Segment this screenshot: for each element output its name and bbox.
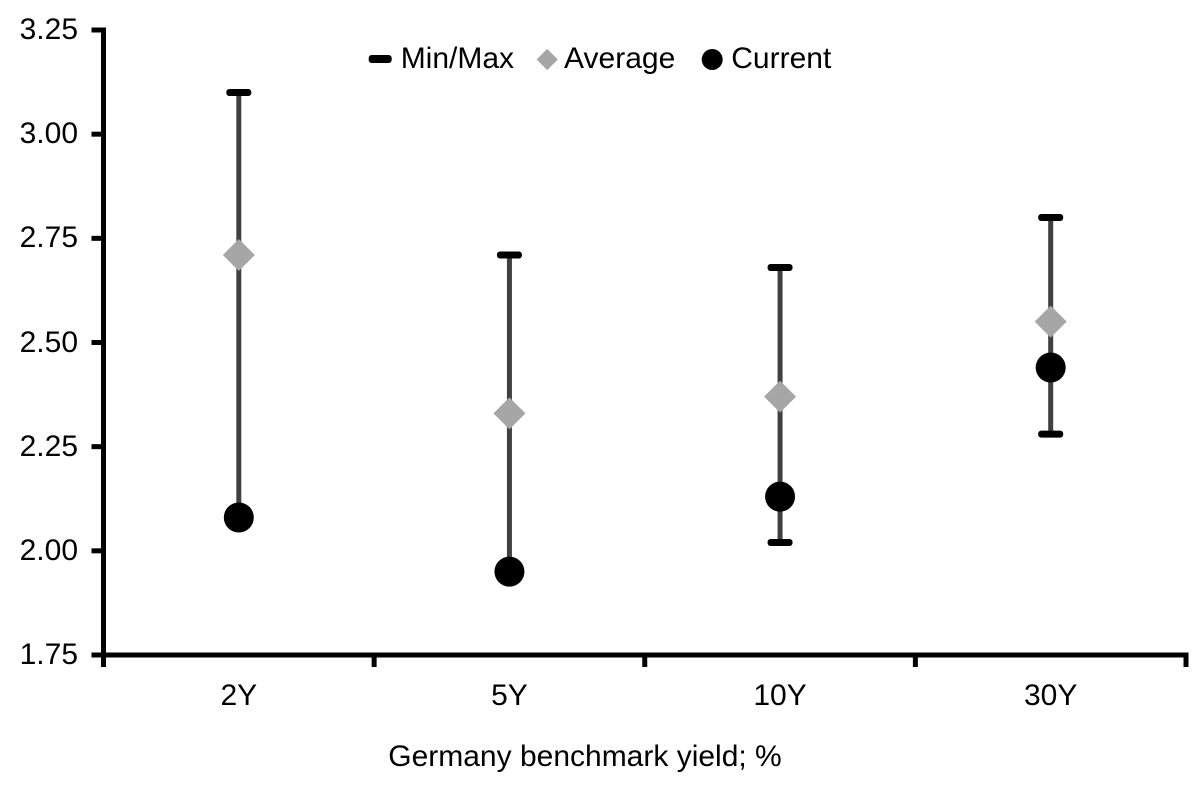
average-diamond-icon <box>536 48 559 70</box>
current-marker-2Y <box>223 502 254 533</box>
min-cap-30Y <box>1038 430 1064 438</box>
max-cap-10Y <box>767 264 793 271</box>
legend-item-current: Current <box>701 41 831 77</box>
x-tick-label-10Y: 10Y <box>753 679 807 712</box>
average-marker-2Y <box>222 239 255 271</box>
average-marker-5Y <box>493 397 526 430</box>
average-marker-30Y <box>1034 305 1067 338</box>
x-tick-label-2Y: 2Y <box>220 679 258 712</box>
y-tick-label-3.25: 3.25 <box>19 13 78 46</box>
x-tick-label-5Y: 5Y <box>491 679 528 712</box>
y-tick-label-2.50: 2.50 <box>19 325 78 359</box>
current-marker-10Y <box>765 481 796 512</box>
y-tick-label-2.25: 2.25 <box>19 429 78 463</box>
y-tick-label-2.75: 2.75 <box>19 221 78 255</box>
x-tick-label-30Y: 30Y <box>1023 679 1078 712</box>
min-cap-10Y <box>767 539 793 546</box>
legend-label-average: Average <box>564 42 676 75</box>
current-marker-30Y <box>1035 352 1066 383</box>
current-marker-5Y <box>494 556 525 587</box>
y-tick-label-1.75: 1.75 <box>19 638 78 671</box>
legend-item-average: Average <box>536 41 676 77</box>
max-cap-30Y <box>1038 214 1064 221</box>
legend-label-current: Current <box>731 42 832 75</box>
y-tick-label-2.00: 2.00 <box>19 533 78 567</box>
max-cap-2Y <box>226 89 252 96</box>
legend-item-minmax: Min/Max <box>368 41 515 77</box>
average-marker-10Y <box>764 380 797 413</box>
x-axis-title: Germany benchmark yield; % <box>388 740 782 773</box>
chart-legend: Min/Max Average Current <box>368 41 831 77</box>
max-cap-5Y <box>496 251 522 259</box>
minmax-dash-icon <box>368 55 392 63</box>
current-circle-icon <box>701 48 723 70</box>
y-tick-label-3.00: 3.00 <box>19 117 78 151</box>
legend-label-minmax: Min/Max <box>400 42 515 75</box>
